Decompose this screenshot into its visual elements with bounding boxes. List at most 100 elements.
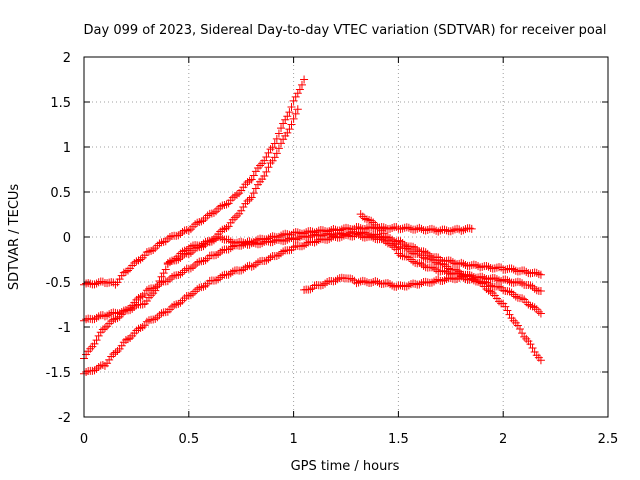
data-point [323, 277, 332, 286]
data-point [310, 230, 319, 239]
data-point [394, 236, 403, 245]
data-point [142, 317, 151, 326]
data-point [392, 245, 401, 254]
data-point [367, 216, 376, 225]
data-point [262, 153, 271, 162]
data-point [279, 135, 288, 144]
data-point [98, 325, 107, 334]
data-point [291, 235, 300, 244]
data-point [518, 279, 527, 288]
data-point [249, 239, 258, 248]
data-point [113, 314, 122, 323]
data-point [515, 325, 524, 334]
data-point [256, 161, 265, 170]
data-point [459, 272, 468, 281]
data-point [159, 269, 168, 278]
data-point [362, 229, 371, 238]
data-point [109, 350, 118, 359]
data-point [230, 191, 239, 200]
data-point [113, 278, 122, 287]
data-point [367, 278, 376, 287]
x-tick-label: 1.5 [388, 432, 409, 447]
data-point [161, 265, 170, 274]
data-point [509, 290, 518, 299]
data-point [214, 204, 223, 213]
data-point [258, 239, 267, 248]
data-point [327, 230, 336, 239]
data-point [486, 281, 495, 290]
data-point [497, 277, 506, 285]
data-point [203, 211, 212, 220]
data-point [186, 242, 195, 251]
data-point [427, 224, 436, 233]
data-point [121, 335, 130, 344]
data-point [440, 225, 449, 234]
data-point [100, 312, 109, 321]
data-point [144, 316, 153, 325]
data-point [174, 299, 183, 308]
data-point [287, 120, 296, 129]
data-point [218, 271, 227, 280]
data-point [136, 323, 145, 332]
data-point [247, 175, 256, 184]
data-point [186, 291, 195, 300]
data-point [239, 238, 248, 247]
data-point [360, 277, 369, 286]
data-point [415, 280, 424, 289]
data-point [218, 234, 227, 243]
data-point [432, 265, 441, 274]
data-point [396, 251, 405, 260]
data-point [274, 235, 283, 244]
data-point [295, 85, 304, 94]
data-point [222, 223, 231, 232]
data-point [430, 225, 439, 234]
data-point [524, 300, 533, 309]
data-point [159, 237, 168, 246]
data-point [207, 237, 216, 246]
data-point [528, 344, 537, 353]
data-point [247, 262, 256, 271]
data-point [151, 314, 160, 323]
data-point [411, 225, 420, 234]
data-point [155, 239, 164, 248]
data-point [94, 278, 103, 287]
data-point [396, 237, 405, 246]
data-point [199, 257, 208, 266]
data-point [413, 245, 422, 254]
data-point [218, 246, 227, 255]
data-point [251, 184, 260, 193]
data-point [417, 260, 426, 269]
data-point [318, 280, 327, 289]
data-point [155, 311, 164, 320]
data-point [191, 260, 200, 269]
data-point [438, 277, 447, 286]
x-tick-label: 2 [499, 432, 507, 447]
data-point [140, 289, 149, 298]
data-point [191, 220, 200, 229]
series-track-5 [163, 227, 545, 279]
data-point [287, 103, 296, 112]
data-point [520, 332, 529, 341]
data-point [402, 282, 411, 291]
data-point [157, 278, 166, 287]
data-point [115, 275, 124, 284]
data-point [92, 336, 101, 345]
x-tick-labels: 0 0.5 1 1.5 2 2.5 [80, 432, 618, 447]
data-point [188, 263, 197, 272]
data-point [90, 366, 99, 375]
y-tick-label: -1 [58, 321, 71, 336]
data-point [92, 313, 101, 322]
data-point [509, 265, 518, 274]
data-point [153, 282, 162, 291]
data-point [465, 261, 474, 270]
data-point [404, 253, 413, 262]
data-point [147, 291, 156, 300]
data-point [522, 334, 531, 343]
data-point [220, 224, 229, 233]
data-point [386, 239, 395, 248]
data-point [197, 240, 206, 249]
data-point [360, 228, 369, 237]
data-point [142, 286, 151, 295]
data-point [365, 215, 374, 224]
data-point [90, 339, 99, 348]
